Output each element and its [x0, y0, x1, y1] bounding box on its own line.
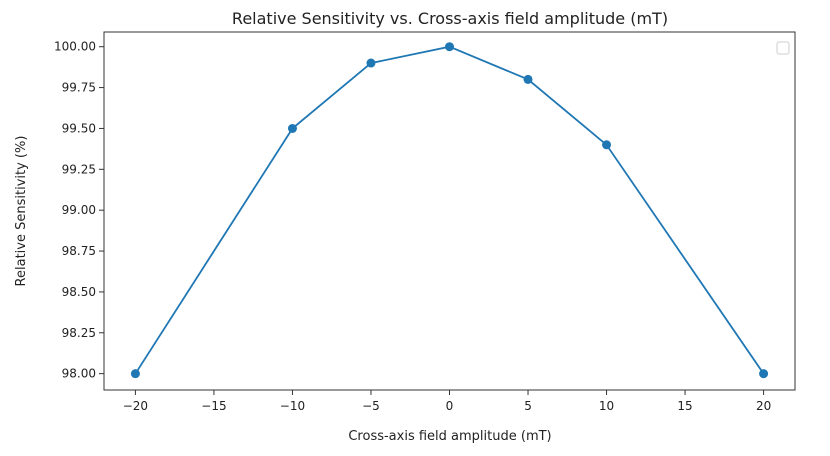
x-tick-label: −10: [280, 399, 305, 413]
y-tick-label: 99.50: [62, 121, 96, 135]
y-tick-label: 99.25: [62, 162, 96, 176]
data-point: [759, 369, 769, 379]
x-tick-label: 20: [756, 399, 771, 413]
y-tick-label: 98.25: [62, 326, 96, 340]
x-tick-label: −5: [362, 399, 380, 413]
x-tick-label: −20: [123, 399, 148, 413]
series-line: [134, 45, 765, 375]
data-point: [287, 123, 297, 133]
data-point: [602, 140, 612, 150]
legend-box: [776, 41, 790, 55]
chart-title: Relative Sensitivity vs. Cross-axis fiel…: [232, 9, 668, 28]
plot-frame: [103, 31, 796, 391]
y-tick-label: 99.00: [62, 203, 96, 217]
x-tick-label: −15: [201, 399, 226, 413]
x-tick-label: 15: [677, 399, 692, 413]
y-axis: 98.00 98.25 98.50 98.75 99.00 99.25 99.50 99.75…: [54, 40, 104, 381]
data-point: [445, 42, 454, 52]
x-tick-label: 5: [524, 399, 532, 413]
y-tick-label: 100.00: [54, 40, 96, 54]
data-point: [366, 58, 376, 68]
x-tick-label: 0: [446, 399, 454, 413]
x-tick-label: 10: [599, 399, 614, 413]
y-tick-label: 98.00: [62, 367, 96, 381]
x-axis-label: Cross-axis field amplitude (mT): [348, 429, 551, 444]
y-tick-label: 98.50: [62, 285, 96, 299]
y-axis-label: Relative Sensitivity (%): [14, 136, 29, 287]
data-point: [130, 369, 140, 379]
y-tick-label: 98.75: [62, 244, 96, 258]
x-axis: −20 −15 −10 −5 0 5 10 15 20: [123, 390, 771, 413]
plot-area: [130, 42, 769, 379]
y-tick-label: 99.75: [62, 81, 96, 95]
data-point: [523, 74, 533, 84]
